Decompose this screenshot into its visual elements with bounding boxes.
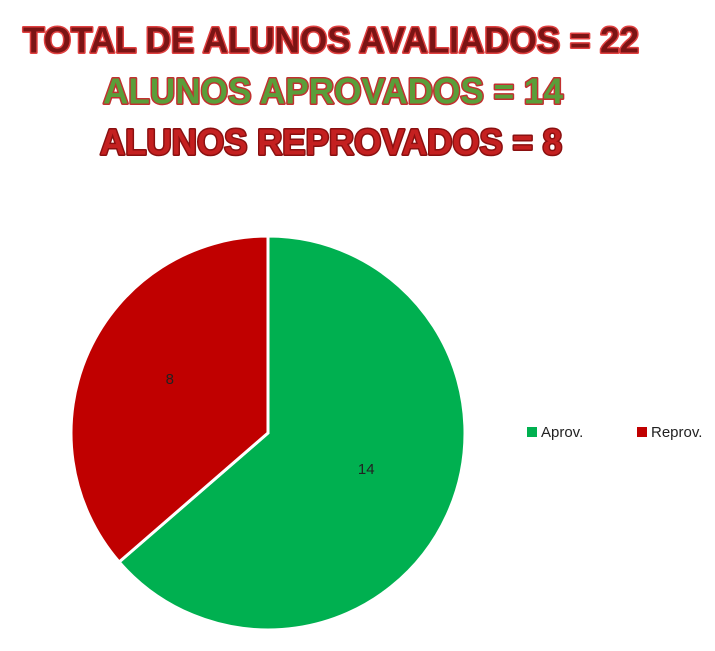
chart-title: ALUNOS APROVADOS = 14 bbox=[103, 71, 563, 112]
pie-slice bbox=[116, 234, 467, 632]
data-label: 14 bbox=[358, 461, 375, 478]
pie-slice bbox=[69, 234, 270, 565]
chart-title: ALUNOS REPROVADOS = 8 bbox=[100, 122, 562, 163]
legend-swatch bbox=[637, 427, 647, 437]
legend-label: Reprov. bbox=[651, 424, 702, 441]
chart-title: TOTAL DE ALUNOS AVALIADOS = 22 bbox=[23, 20, 639, 61]
legend-label: Aprov. bbox=[541, 424, 583, 441]
legend-swatch bbox=[527, 427, 537, 437]
data-label: 8 bbox=[166, 371, 174, 388]
